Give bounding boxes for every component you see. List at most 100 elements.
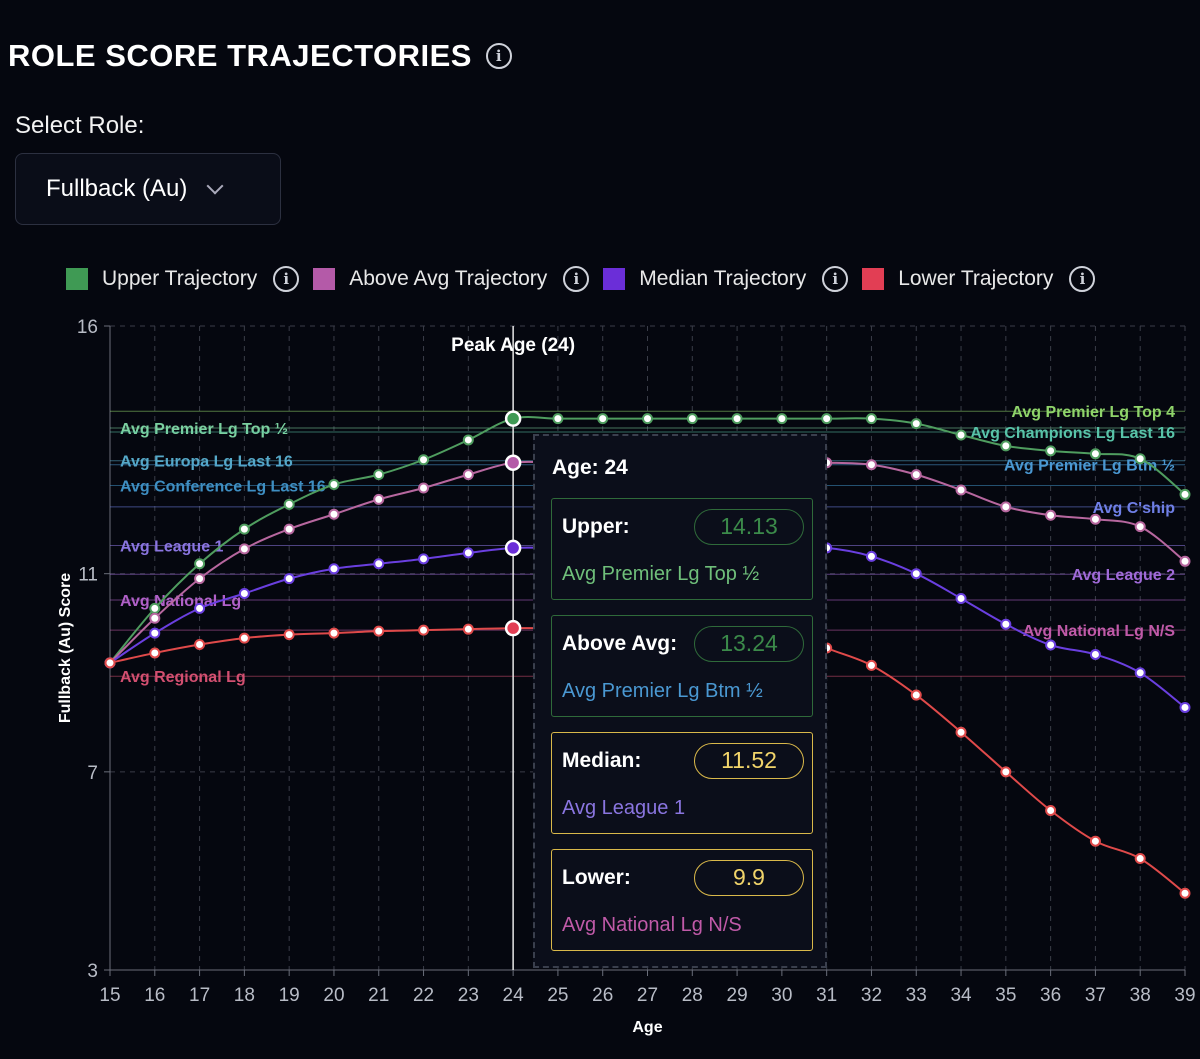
data-point [910,568,922,580]
x-tick-label: 37 [1085,985,1106,1006]
legend-swatch-lower [862,268,885,290]
data-point [865,413,877,425]
legend-label-lower: Lower Trajectory [898,267,1054,290]
data-point [1045,509,1057,521]
y-tick-label: 7 [87,763,98,784]
x-tick-label: 16 [144,985,165,1006]
peak-data-point [504,454,522,471]
data-point [1045,804,1057,816]
data-point [865,550,877,562]
data-point [1134,667,1146,679]
data-point [1134,453,1146,465]
tooltip-name-lower: Lower: [562,866,631,889]
data-point [462,434,474,446]
data-point [1089,448,1101,460]
x-tick-label: 33 [906,985,927,1006]
data-point [1179,488,1191,500]
data-point [955,484,967,496]
data-point [418,482,430,494]
data-point [149,602,161,614]
tooltip-card-median: Median: 11.52 Avg League 1 [551,732,813,834]
legend-swatch-above-avg [313,268,336,290]
data-point [1134,853,1146,865]
data-point [328,508,340,520]
legend-item-median[interactable]: Median Trajectory i [603,266,849,292]
data-point [104,657,116,669]
tooltip-value-lower: 9.9 [694,860,804,896]
x-tick-label: 20 [323,985,344,1006]
data-point [642,413,653,425]
data-point [1179,555,1191,567]
data-point [373,469,385,481]
data-point [1134,521,1146,533]
x-tick-label: 23 [458,985,479,1006]
data-point [955,429,967,441]
tooltip-league-lower: Avg National Lg N/S [562,914,742,936]
reference-line-label: Avg Europa Lg Last 16 [120,454,293,471]
data-point [283,523,295,535]
data-point [776,413,788,425]
reference-line-label: Avg Champions Lg Last 16 [970,425,1175,442]
info-icon[interactable]: i [485,43,512,69]
chart-legend: Upper Trajectory i Above Avg Trajectory … [66,266,1109,292]
tooltip-name-upper: Upper: [562,515,630,538]
data-point [552,413,564,425]
legend-swatch-upper [66,268,88,290]
x-tick-label: 22 [413,985,434,1006]
legend-label-upper: Upper Trajectory [102,267,258,290]
data-point [1089,835,1101,847]
x-tick-label: 35 [995,985,1016,1006]
data-point [910,689,922,701]
data-point [462,623,474,635]
data-point [328,563,340,575]
data-point [462,547,474,559]
chart-tooltip: Age: 24 Upper: 14.13 Avg Premier Lg Top … [533,434,827,968]
data-point [328,627,340,639]
info-icon[interactable]: i [822,266,849,292]
x-tick-label: 24 [503,985,525,1006]
reference-line-label: Avg Conference Lg Last 16 [120,479,326,496]
data-point [238,588,250,600]
select-role-label: Select Role: [15,112,145,139]
title-text: ROLE SCORE TRAJECTORIES [8,38,472,73]
reference-line-label: Avg National Lg N/S [1023,623,1176,640]
legend-item-lower[interactable]: Lower Trajectory i [862,266,1096,292]
reference-line-label: Avg Premier Lg Top ½ [120,421,288,438]
data-point [1089,513,1101,525]
x-tick-label: 29 [727,985,748,1006]
legend-item-above-avg[interactable]: Above Avg Trajectory i [313,266,590,292]
data-point [1000,501,1012,513]
legend-item-upper[interactable]: Upper Trajectory i [66,266,300,292]
tooltip-age: Age: 24 [552,456,628,479]
tooltip-league-upper: Avg Premier Lg Top ½ [562,563,760,585]
info-icon[interactable]: i [273,266,300,292]
x-tick-label: 36 [1040,985,1061,1006]
data-point [731,413,743,425]
info-icon[interactable]: i [563,266,590,292]
x-tick-label: 39 [1174,985,1195,1006]
data-point [238,523,250,535]
data-point [149,627,161,639]
data-point [1045,445,1057,457]
x-tick-label: 26 [592,985,613,1006]
x-tick-label: 17 [189,985,210,1006]
data-point [1000,618,1012,630]
data-point [821,413,833,425]
y-tick-label: 16 [77,317,98,338]
x-tick-label: 27 [637,985,658,1006]
tooltip-value-above-avg: 13.24 [694,626,804,662]
tooltip-value-upper: 14.13 [694,509,804,545]
data-point [418,454,430,466]
data-point [910,469,922,481]
peak-data-point [504,619,522,637]
data-point [1045,639,1057,651]
tooltip-card-lower: Lower: 9.9 Avg National Lg N/S [551,849,813,951]
tooltip-value-median: 11.52 [694,743,804,779]
peak-data-point [504,410,522,427]
data-point [1179,887,1191,899]
info-icon[interactable]: i [1069,266,1096,292]
role-select[interactable]: Fullback (Au) [15,153,281,225]
tooltip-league-above-avg: Avg Premier Lg Btm ½ [562,680,763,702]
data-point [597,413,609,425]
data-point [149,612,161,624]
